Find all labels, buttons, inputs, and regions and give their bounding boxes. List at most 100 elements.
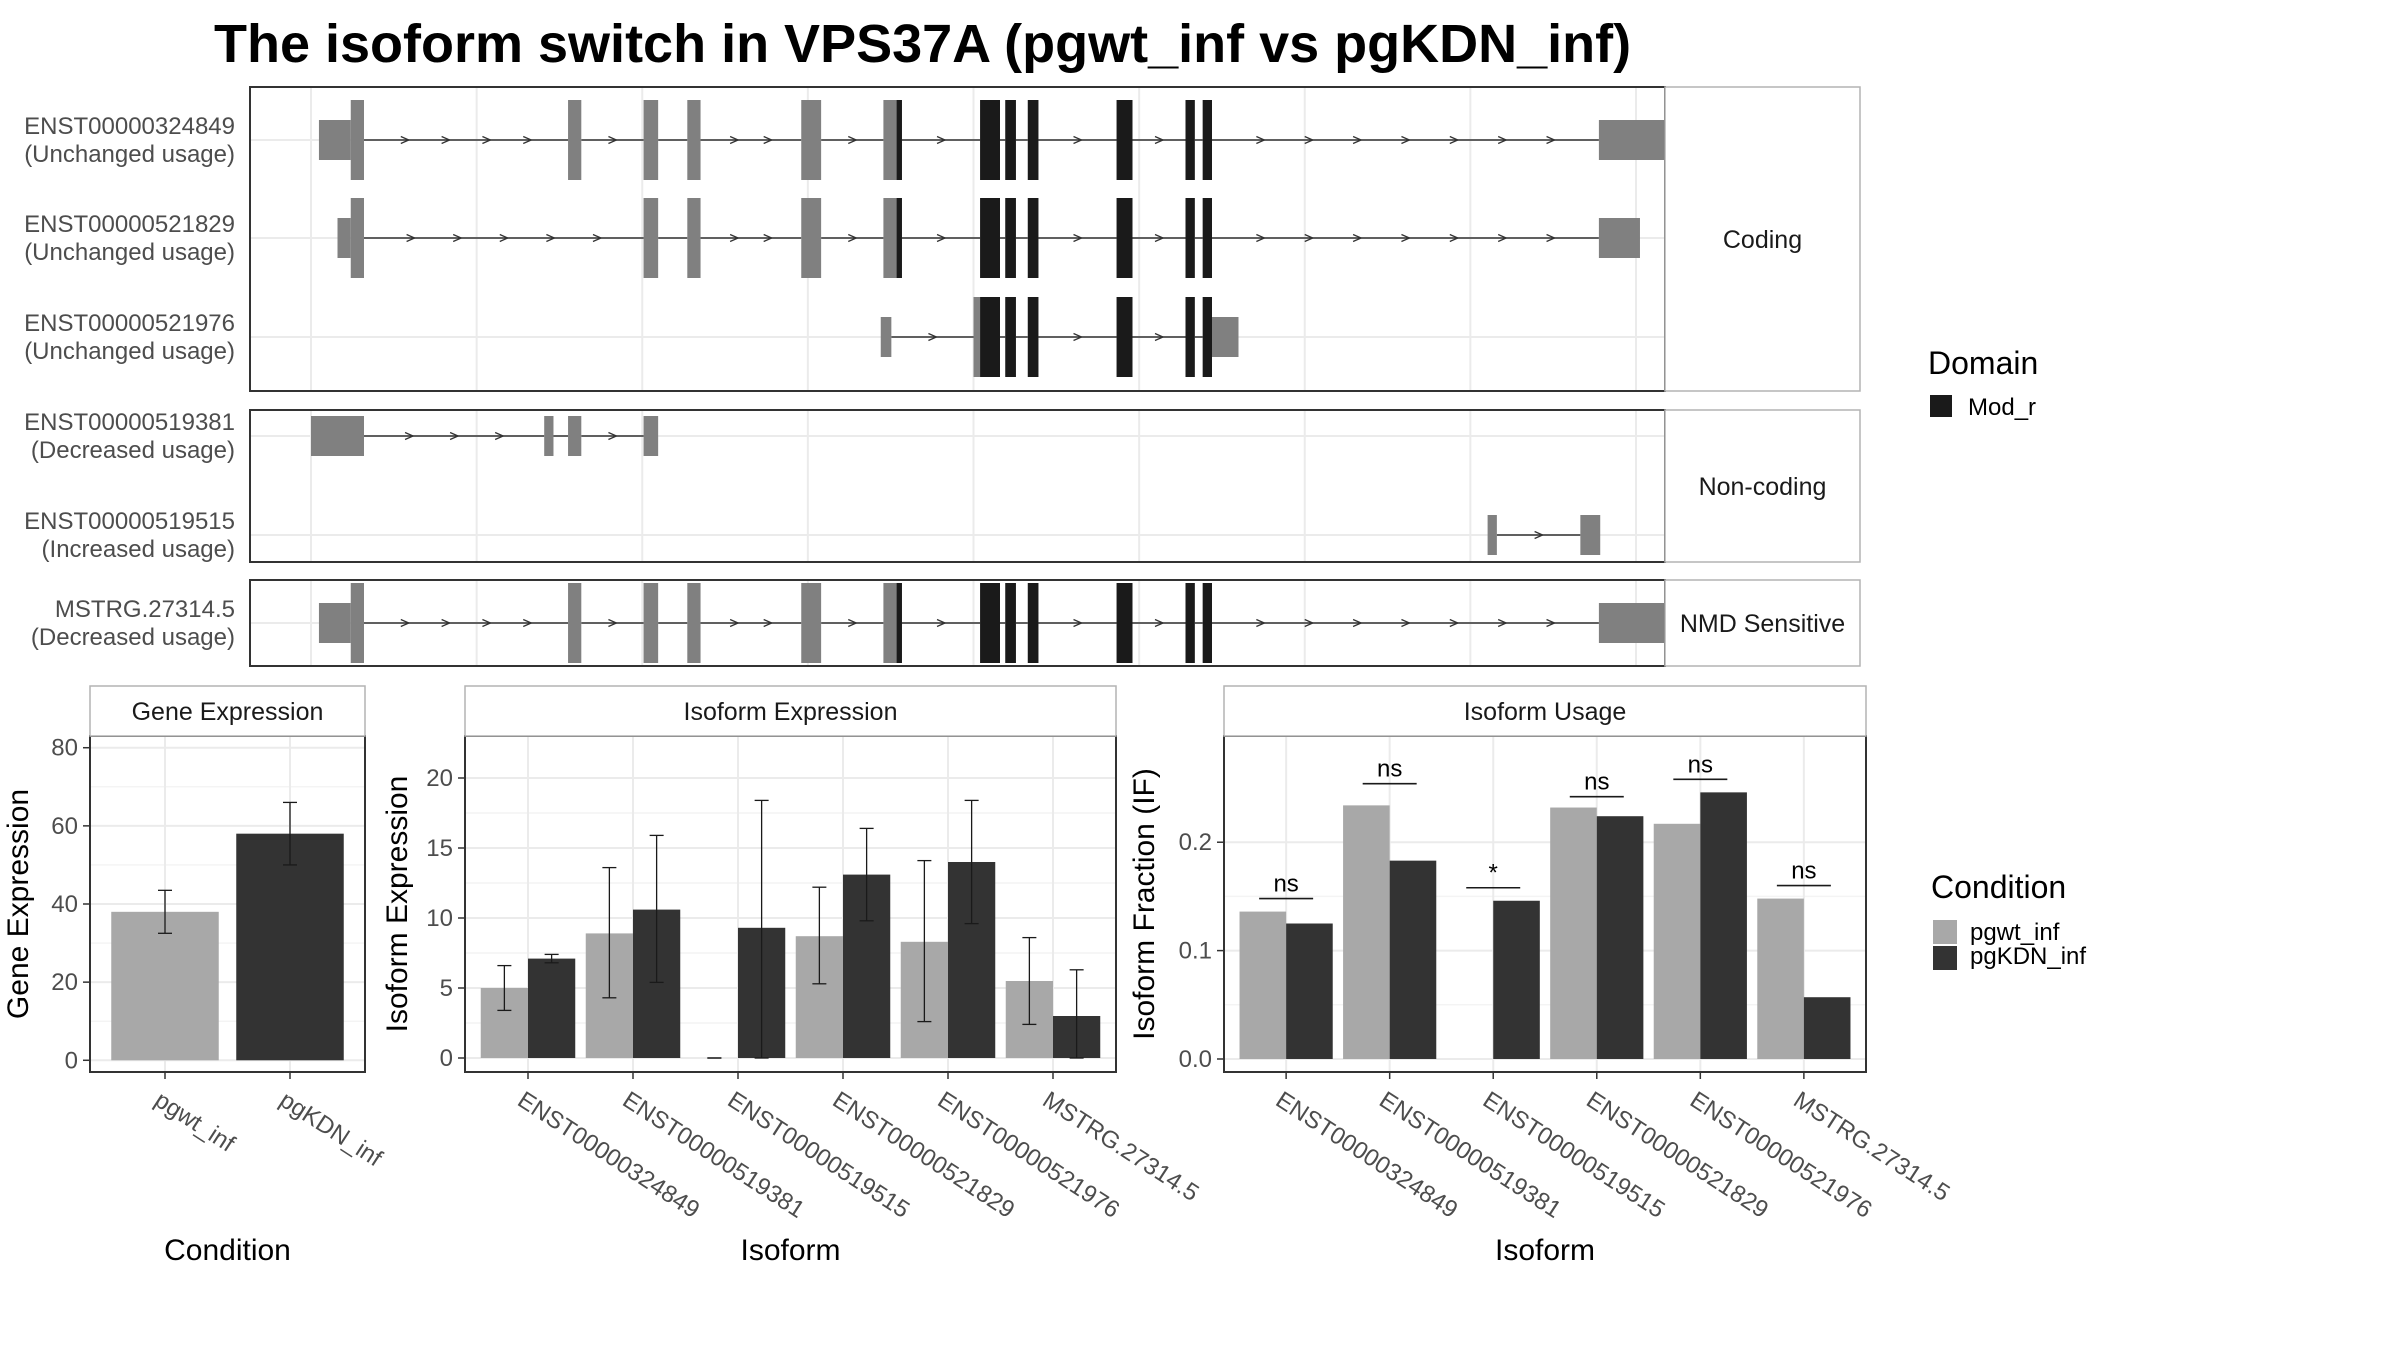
condition-legend-key <box>1933 920 1957 944</box>
intron-direction-arrow <box>848 233 858 243</box>
facet-strip-label: NMD Sensitive <box>1680 610 1845 638</box>
utr-exon <box>337 218 351 258</box>
intron-direction-arrow <box>608 135 619 145</box>
domain-exon <box>1185 100 1195 180</box>
domain-exon <box>1005 100 1016 180</box>
x-axis-title: Condition <box>164 1234 291 1267</box>
transcript-id-label: ENST00000521829 <box>24 211 235 238</box>
intron-direction-arrow <box>1546 135 1557 145</box>
utr-exon <box>318 603 351 643</box>
facet-strip-label: Non-coding <box>1699 473 1827 501</box>
intron-direction-arrow <box>441 135 452 145</box>
condition-legend-title: Condition <box>1931 869 2066 905</box>
domain-exon <box>1027 583 1039 663</box>
condition-legend-label: pgKDN_inf <box>1970 943 2086 970</box>
transcript-id-label: MSTRG.27314.5 <box>55 596 235 623</box>
transcript-usage-label: (Decreased usage) <box>31 624 235 651</box>
intron-direction-arrow <box>1449 135 1460 145</box>
domain-exon <box>1185 198 1195 278</box>
bar <box>1389 860 1437 1059</box>
intron-direction-arrow <box>763 135 774 145</box>
transcript-ENST00000324849: ENST00000324849(Unchanged usage) <box>24 100 1719 180</box>
facet-strip <box>1664 86 1861 392</box>
bar <box>1239 911 1287 1059</box>
structure-facet-1: ENST00000519381(Decreased usage)ENST0000… <box>24 409 1861 563</box>
significance-label: * <box>1489 860 1498 887</box>
domain-legend-key <box>1930 395 1952 417</box>
intron-direction-arrow <box>1352 618 1363 628</box>
utr-exon <box>1212 317 1239 357</box>
utr-exon <box>1598 218 1640 258</box>
intron-direction-arrow <box>1534 530 1545 540</box>
panel-title: Isoform Expression <box>684 698 898 726</box>
panel-strip <box>1223 685 1867 737</box>
figure-title: The isoform switch in VPS37A (pgwt_inf v… <box>214 14 1631 74</box>
utr-exon <box>544 416 554 456</box>
intron-direction-arrow <box>763 618 774 628</box>
coding-exon <box>568 100 582 180</box>
intron-direction-arrow <box>1401 618 1412 628</box>
panel-strip <box>464 685 1117 737</box>
y-tick-label: 10 <box>426 905 453 932</box>
intron-direction-arrow <box>1352 233 1363 243</box>
intron-direction-arrow <box>848 135 858 145</box>
intron-direction-arrow <box>1154 618 1165 628</box>
intron-direction-arrow <box>1073 332 1084 342</box>
coding-exon <box>883 100 898 180</box>
intron-direction-arrow <box>1256 135 1266 145</box>
bar <box>1596 816 1644 1059</box>
facet-strip <box>1664 579 1861 667</box>
intron-direction-arrow <box>1352 135 1363 145</box>
bar <box>1803 997 1851 1059</box>
domain-legend-title: Domain <box>1928 345 2038 381</box>
domain-exon <box>1202 100 1212 180</box>
intron-direction-arrow <box>729 233 740 243</box>
bar <box>111 911 219 1061</box>
utr-exon <box>1598 603 1668 643</box>
intron-direction-arrow <box>936 233 947 243</box>
intron-direction-arrow <box>1154 332 1165 342</box>
domain-exon <box>1116 583 1133 663</box>
facet-strip-label: Coding <box>1723 226 1802 254</box>
coding-exon <box>643 583 659 663</box>
intron-direction-arrow <box>936 618 947 628</box>
intron-direction-arrow <box>763 233 774 243</box>
domain-exon <box>980 297 1000 377</box>
bar <box>1550 807 1597 1059</box>
transcript-ENST00000521976: ENST00000521976(Unchanged usage) <box>24 297 1239 377</box>
significance-label: ns <box>1584 769 1609 796</box>
error-bar <box>812 886 827 985</box>
bar <box>1493 900 1540 1059</box>
intron-direction-arrow <box>1546 618 1557 628</box>
significance-label: ns <box>1377 756 1402 783</box>
condition-legend-key <box>1933 946 1957 970</box>
utr-exon <box>880 317 892 357</box>
transcript-usage-label: (Unchanged usage) <box>24 141 235 168</box>
bar <box>1700 792 1747 1059</box>
intron-direction-arrow <box>482 618 493 628</box>
coding-exon <box>350 198 364 278</box>
coding-exon <box>687 583 701 663</box>
intron-direction-arrow <box>499 233 510 243</box>
transcript-id-label: ENST00000519515 <box>24 508 235 535</box>
condition-legend-label: pgwt_inf <box>1970 919 2060 946</box>
domain-exon <box>980 198 1000 278</box>
x-axis-title: Isoform <box>740 1234 840 1267</box>
domain-exon <box>896 583 902 663</box>
panel-title: Isoform Usage <box>1464 698 1627 726</box>
transcript-usage-label: (Unchanged usage) <box>24 338 235 365</box>
coding-exon <box>643 100 659 180</box>
y-tick-label: 80 <box>51 735 78 762</box>
domain-exon <box>1027 297 1039 377</box>
error-bar <box>917 859 932 1023</box>
intron-direction-arrow <box>936 135 947 145</box>
intron-direction-arrow <box>452 233 463 243</box>
intron-direction-arrow <box>441 618 452 628</box>
intron-direction-arrow <box>522 135 533 145</box>
intron-direction-arrow <box>546 233 557 243</box>
coding-exon <box>883 198 898 278</box>
intron-direction-arrow <box>404 431 415 441</box>
panel-title: Gene Expression <box>132 698 324 726</box>
coding-exon <box>350 583 364 663</box>
intron-direction-arrow <box>1304 233 1315 243</box>
